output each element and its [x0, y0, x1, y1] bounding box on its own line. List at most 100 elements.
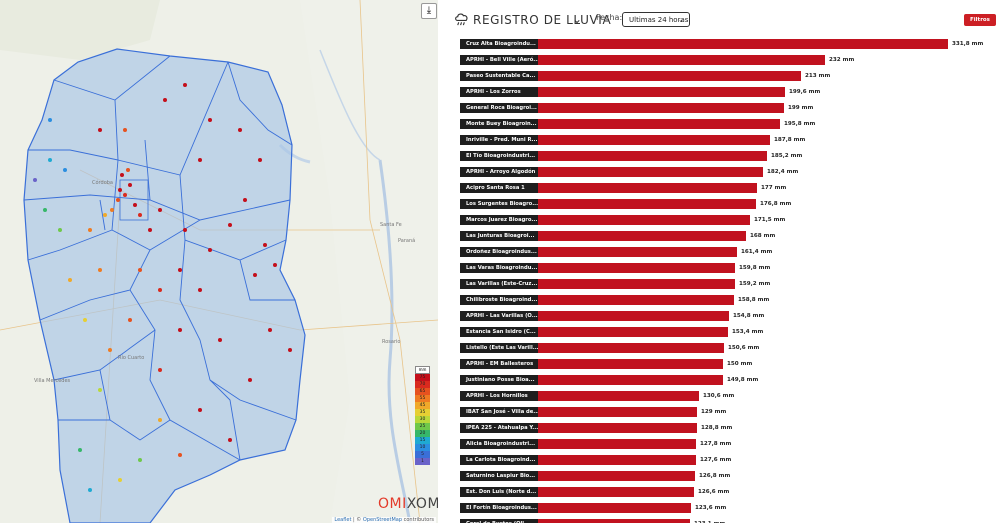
rain-bar[interactable] [538, 455, 696, 465]
rain-value-label: 232 mm [829, 57, 855, 63]
rain-map[interactable]: ⤓ Santa Fe Paraná Rosario Río Cuarto Vil… [0, 0, 438, 523]
rain-bar[interactable] [538, 71, 801, 81]
station-label[interactable]: IPEA 225 - Atahualpa Y... [460, 423, 538, 433]
station-label[interactable]: Listello (Este Las Varill... [460, 343, 538, 353]
station-label[interactable]: Paseo Sustentable Ca... [460, 71, 538, 81]
station-label[interactable]: Alicia Bioagroindustri... [460, 439, 538, 449]
station-label[interactable]: APRHI - Los Zorros [460, 87, 538, 97]
rain-bar[interactable] [538, 39, 948, 49]
station-label[interactable]: El Fortín Bioagroindus... [460, 503, 538, 513]
rain-bar[interactable] [538, 199, 756, 209]
station-label[interactable]: Las Varillas (Este-Cruz... [460, 279, 538, 289]
legend-item: 20 [415, 430, 430, 437]
rain-bar[interactable] [538, 103, 784, 113]
rain-bar[interactable] [538, 183, 757, 193]
rain-bar[interactable] [538, 375, 723, 385]
province-boundary [23, 48, 306, 523]
rain-value-label: 154,8 mm [733, 313, 765, 319]
rain-bar[interactable] [538, 119, 780, 129]
chevron-down-icon: ⌄ [678, 16, 684, 24]
download-button[interactable]: ⤓ [421, 3, 437, 19]
rain-bar[interactable] [538, 295, 734, 305]
rain-value-label: 158,8 mm [738, 297, 770, 303]
legend-item: 30 [415, 416, 430, 423]
map-base[interactable] [0, 0, 438, 523]
fecha-select[interactable]: Ultimas 24 horas ⌄ [622, 12, 690, 27]
map-attribution: Leaflet | © OpenStreetMap contributors [332, 517, 436, 523]
station-label[interactable]: APRHI - EM Ballesteros [460, 359, 538, 369]
station-label[interactable]: Monte Buey Bioagroin... [460, 119, 538, 129]
rain-cloud-icon [455, 13, 468, 26]
rain-bar[interactable] [538, 263, 735, 273]
station-label[interactable]: La Carlota Bioagroind... [460, 455, 538, 465]
legend-item: 70 [415, 381, 430, 388]
rain-value-label: 176,8 mm [760, 201, 792, 207]
rain-bar[interactable] [538, 311, 729, 321]
station-label[interactable]: Las Varas Bioagroindu... [460, 263, 538, 273]
station-label[interactable]: Est. Don Luis (Norte d... [460, 487, 538, 497]
rain-bar[interactable] [538, 471, 695, 481]
station-label[interactable]: Inriville - Pred. Muni R... [460, 135, 538, 145]
station-label[interactable]: Ordoñez Bioagroindus... [460, 247, 538, 257]
station-label[interactable]: Justiniano Posse Bioa... [460, 375, 538, 385]
osm-link[interactable]: OpenStreetMap [362, 517, 402, 523]
station-label[interactable]: Coral de Bustos (Oll... [460, 519, 538, 523]
city-label: Rosario [382, 339, 401, 345]
legend-item: 35 [415, 409, 430, 416]
station-label[interactable]: General Roca Bioagroi... [460, 103, 538, 113]
station-label[interactable]: APRHI - Bell Ville (Aeró... [460, 55, 538, 65]
station-label[interactable]: Estancia San Isidro (C... [460, 327, 538, 337]
station-label[interactable]: Cruz Alta Bioagroindu... [460, 39, 538, 49]
rain-bar[interactable] [538, 407, 697, 417]
rain-bar[interactable] [538, 215, 750, 225]
rain-value-label: 331,8 mm [952, 41, 984, 47]
page-title[interactable]: REGISTRO DE LLUVIA [473, 13, 612, 27]
rain-bar[interactable] [538, 343, 724, 353]
station-label[interactable]: APRHI - Las Varillas (O... [460, 311, 538, 321]
station-label[interactable]: Las Junturas Bioagroi... [460, 231, 538, 241]
rain-bar[interactable] [538, 87, 785, 97]
rain-bar[interactable] [538, 423, 697, 433]
rain-bar[interactable] [538, 487, 694, 497]
rain-bar[interactable] [538, 327, 728, 337]
rain-bar[interactable] [538, 279, 735, 289]
rain-bar[interactable] [538, 503, 691, 513]
city-label: Santa Fe [380, 222, 402, 228]
rain-bar[interactable] [538, 135, 770, 145]
chevron-down-icon[interactable]: ⌄ [572, 12, 583, 26]
rain-value-label: 168 mm [750, 233, 776, 239]
legend-item: 45 [415, 402, 430, 409]
rain-value-label: 182,4 mm [767, 169, 799, 175]
rain-value-label: 171,5 mm [754, 217, 786, 223]
rain-bar[interactable] [538, 359, 723, 369]
station-label[interactable]: IBAT San José - Villa de... [460, 407, 538, 417]
rain-bar[interactable] [538, 167, 763, 177]
rain-value-label: 150,6 mm [728, 345, 760, 351]
station-label[interactable]: Chilibroste Bioagroind... [460, 295, 538, 305]
rain-bar[interactable] [538, 231, 746, 241]
station-label[interactable]: Saturnino Laspiur Bio... [460, 471, 538, 481]
legend-item: 15 [415, 437, 430, 444]
rain-bar[interactable] [538, 439, 696, 449]
station-label[interactable]: Los Surgentes Bioagro... [460, 199, 538, 209]
station-label[interactable]: Marcos Juarez Bioagro... [460, 215, 538, 225]
legend-header: mm [415, 366, 430, 374]
rain-value-label: 127,8 mm [700, 441, 732, 447]
panel-header: REGISTRO DE LLUVIA ⌄ Fecha: Ultimas 24 h… [438, 0, 1000, 38]
legend-item: 25 [415, 423, 430, 430]
rain-bar[interactable] [538, 391, 699, 401]
rain-value-label: 195,8 mm [784, 121, 816, 127]
rain-bar[interactable] [538, 151, 767, 161]
station-label[interactable]: APRHI - Los Hornillos [460, 391, 538, 401]
rain-bar[interactable] [538, 55, 825, 65]
station-label[interactable]: El Tío Bioagroindustri... [460, 151, 538, 161]
fecha-label: Fecha: [596, 13, 623, 22]
rain-bar[interactable] [538, 247, 737, 257]
leaflet-link[interactable]: Leaflet [334, 517, 352, 523]
station-label[interactable]: Acipro Santa Rosa 1 [460, 183, 538, 193]
omixom-logo: OMIXOM [378, 496, 438, 512]
station-points[interactable] [33, 83, 292, 492]
rain-bar[interactable] [538, 519, 690, 523]
filtros-button[interactable]: Filtros [964, 14, 996, 26]
station-label[interactable]: APRHI - Arroyo Algodón [460, 167, 538, 177]
